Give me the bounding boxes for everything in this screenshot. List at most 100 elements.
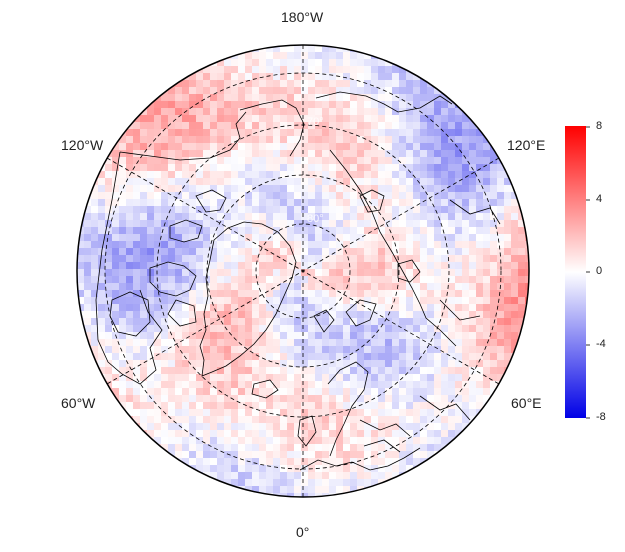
field-cell xyxy=(357,94,364,101)
field-cell xyxy=(427,367,434,374)
field-cell xyxy=(112,353,119,360)
field-cell xyxy=(455,388,462,395)
field-cell xyxy=(434,227,441,234)
field-cell xyxy=(175,87,182,94)
field-cell xyxy=(490,150,497,157)
field-cell xyxy=(238,353,245,360)
field-cell xyxy=(413,353,420,360)
field-cell xyxy=(112,388,119,395)
field-cell xyxy=(406,241,413,248)
field-cell xyxy=(231,192,238,199)
field-cell xyxy=(224,269,231,276)
field-cell xyxy=(287,493,294,497)
field-cell xyxy=(413,402,420,409)
field-cell xyxy=(511,248,518,255)
field-cell xyxy=(392,402,399,409)
field-cell xyxy=(483,164,490,171)
field-cell xyxy=(406,199,413,206)
field-cell xyxy=(357,458,364,465)
field-cell xyxy=(161,122,168,129)
field-cell xyxy=(378,395,385,402)
field-cell xyxy=(350,325,357,332)
field-cell xyxy=(364,241,371,248)
field-cell xyxy=(364,171,371,178)
field-cell xyxy=(420,171,427,178)
field-cell xyxy=(175,353,182,360)
field-cell xyxy=(245,171,252,178)
field-cell xyxy=(238,381,245,388)
field-cell xyxy=(182,129,189,136)
field-cell xyxy=(357,493,364,497)
field-cell xyxy=(413,192,420,199)
field-cell xyxy=(245,346,252,353)
field-cell xyxy=(126,318,133,325)
field-cell xyxy=(91,241,98,248)
field-cell xyxy=(189,353,196,360)
field-cell xyxy=(273,430,280,437)
field-cell xyxy=(462,402,469,409)
field-cell xyxy=(175,325,182,332)
field-cell xyxy=(434,367,441,374)
field-cell xyxy=(175,290,182,297)
field-cell xyxy=(252,423,259,430)
field-cell xyxy=(182,87,189,94)
field-cell xyxy=(490,255,497,262)
field-cell xyxy=(427,164,434,171)
field-cell xyxy=(308,290,315,297)
field-cell xyxy=(154,402,161,409)
field-cell xyxy=(476,143,483,150)
field-cell xyxy=(140,220,147,227)
field-cell xyxy=(413,395,420,402)
field-cell xyxy=(329,129,336,136)
field-cell xyxy=(336,206,343,213)
field-cell xyxy=(469,192,476,199)
field-cell xyxy=(280,122,287,129)
field-cell xyxy=(420,220,427,227)
field-cell xyxy=(385,465,392,472)
field-cell xyxy=(280,311,287,318)
field-cell xyxy=(371,381,378,388)
field-cell xyxy=(280,101,287,108)
field-cell xyxy=(427,409,434,416)
field-cell xyxy=(448,227,455,234)
field-cell xyxy=(483,318,490,325)
field-cell xyxy=(392,136,399,143)
field-cell xyxy=(147,360,154,367)
field-cell xyxy=(105,234,112,241)
field-cell xyxy=(343,479,350,486)
field-cell xyxy=(504,206,511,213)
field-cell xyxy=(266,199,273,206)
field-cell xyxy=(455,255,462,262)
field-cell xyxy=(441,388,448,395)
field-cell xyxy=(224,332,231,339)
field-cell xyxy=(273,73,280,80)
field-cell xyxy=(147,171,154,178)
field-cell xyxy=(133,129,140,136)
field-cell xyxy=(336,241,343,248)
field-cell xyxy=(364,360,371,367)
field-cell xyxy=(420,451,427,458)
field-cell xyxy=(196,290,203,297)
field-cell xyxy=(252,234,259,241)
field-cell xyxy=(385,213,392,220)
field-cell xyxy=(413,241,420,248)
field-cell xyxy=(308,45,315,52)
field-cell xyxy=(266,332,273,339)
field-cell xyxy=(238,374,245,381)
field-cell xyxy=(343,248,350,255)
field-cell xyxy=(308,206,315,213)
field-cell xyxy=(280,150,287,157)
field-cell xyxy=(231,136,238,143)
field-cell xyxy=(133,402,140,409)
field-cell xyxy=(133,339,140,346)
field-cell xyxy=(308,115,315,122)
field-cell xyxy=(462,325,469,332)
field-cell xyxy=(336,311,343,318)
field-cell xyxy=(196,94,203,101)
field-cell xyxy=(441,332,448,339)
field-cell xyxy=(273,101,280,108)
field-cell xyxy=(259,395,266,402)
field-cell xyxy=(224,101,231,108)
field-cell xyxy=(329,108,336,115)
field-cell xyxy=(112,269,119,276)
